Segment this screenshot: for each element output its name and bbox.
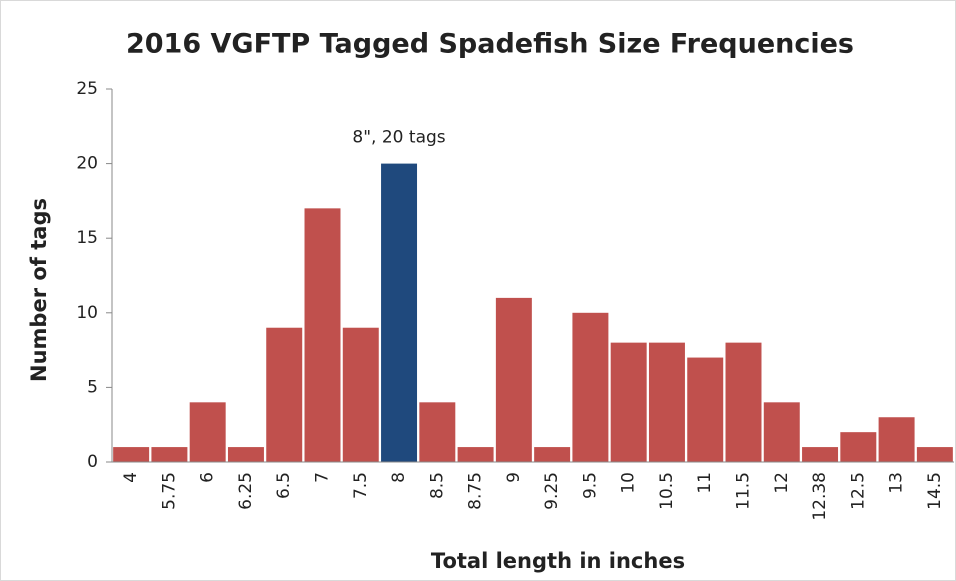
y-tick-label: 25 [76, 79, 98, 99]
x-tick-label: 12.5 [848, 472, 868, 510]
annotation: 8", 20 tags [352, 128, 445, 148]
y-tick-label: 15 [76, 228, 98, 248]
bar [113, 447, 150, 462]
bar [687, 357, 724, 462]
x-tick-label: 12 [772, 472, 792, 494]
bar [763, 402, 800, 462]
y-tick-label: 20 [76, 154, 98, 174]
x-tick-label: 6.5 [274, 472, 294, 499]
x-tick-label: 9.5 [580, 472, 600, 499]
y-tick-label: 0 [87, 452, 98, 472]
bar [151, 447, 188, 462]
bar [840, 432, 877, 462]
x-tick-label: 13 [887, 472, 907, 494]
bar [266, 327, 303, 462]
chart-title: 2016 VGFTP Tagged Spadefish Size Frequen… [126, 29, 854, 60]
bar [725, 342, 762, 462]
bar [495, 297, 532, 462]
bar [189, 402, 226, 462]
bar [648, 342, 685, 462]
bar [534, 447, 571, 462]
x-tick-label: 9.25 [542, 472, 562, 510]
bar [342, 327, 379, 462]
x-tick-label: 5.75 [159, 472, 179, 510]
bar [227, 447, 264, 462]
x-tick-label: 10 [619, 472, 639, 494]
bar [802, 447, 839, 462]
x-tick-label: 7 [313, 472, 333, 483]
x-tick-label: 8 [389, 472, 409, 483]
y-tick-label: 10 [76, 303, 98, 323]
x-tick-label: 12.38 [810, 472, 830, 521]
x-axis-label: Total length in inches [431, 549, 685, 573]
bar [381, 163, 418, 462]
x-tick-label: 8.75 [466, 472, 486, 510]
bar [572, 312, 609, 462]
y-tick-label: 5 [87, 377, 98, 397]
x-tick-label: 10.5 [657, 472, 677, 510]
x-tick-label: 8.5 [427, 472, 447, 499]
bar [878, 417, 915, 462]
bar [419, 402, 456, 462]
bar [916, 447, 953, 462]
bar [304, 208, 341, 462]
bar [610, 342, 647, 462]
x-tick-label: 14.5 [925, 472, 945, 510]
x-tick-label: 9 [504, 472, 524, 483]
x-tick-label: 4 [121, 472, 141, 483]
bar [457, 447, 494, 462]
x-tick-label: 11.5 [734, 472, 754, 510]
x-tick-label: 6.25 [236, 472, 256, 510]
x-tick-label: 7.5 [351, 472, 371, 499]
x-tick-label: 6 [198, 472, 218, 483]
y-axis-label: Number of tags [27, 198, 51, 382]
x-tick-label: 11 [695, 472, 715, 494]
